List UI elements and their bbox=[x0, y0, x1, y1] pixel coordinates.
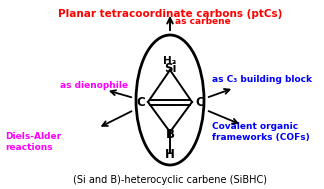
Text: Covalent organic
frameworks (COFs): Covalent organic frameworks (COFs) bbox=[212, 122, 310, 142]
Text: as dienophile: as dienophile bbox=[60, 81, 128, 91]
Text: (Si and B)-heterocyclic carbene (SiBHC): (Si and B)-heterocyclic carbene (SiBHC) bbox=[73, 175, 267, 185]
Text: as C₃ building block: as C₃ building block bbox=[212, 75, 312, 84]
Text: Planar tetracoordinate carbons (ptCs): Planar tetracoordinate carbons (ptCs) bbox=[58, 9, 282, 19]
Text: C: C bbox=[195, 95, 204, 108]
Text: Diels-Alder
reactions: Diels-Alder reactions bbox=[5, 132, 61, 152]
Text: B: B bbox=[166, 128, 175, 140]
Text: Si: Si bbox=[164, 63, 176, 75]
Text: H: H bbox=[165, 147, 175, 160]
Text: as carbene: as carbene bbox=[175, 16, 231, 26]
Text: C: C bbox=[136, 95, 145, 108]
Text: H₂: H₂ bbox=[163, 56, 177, 66]
